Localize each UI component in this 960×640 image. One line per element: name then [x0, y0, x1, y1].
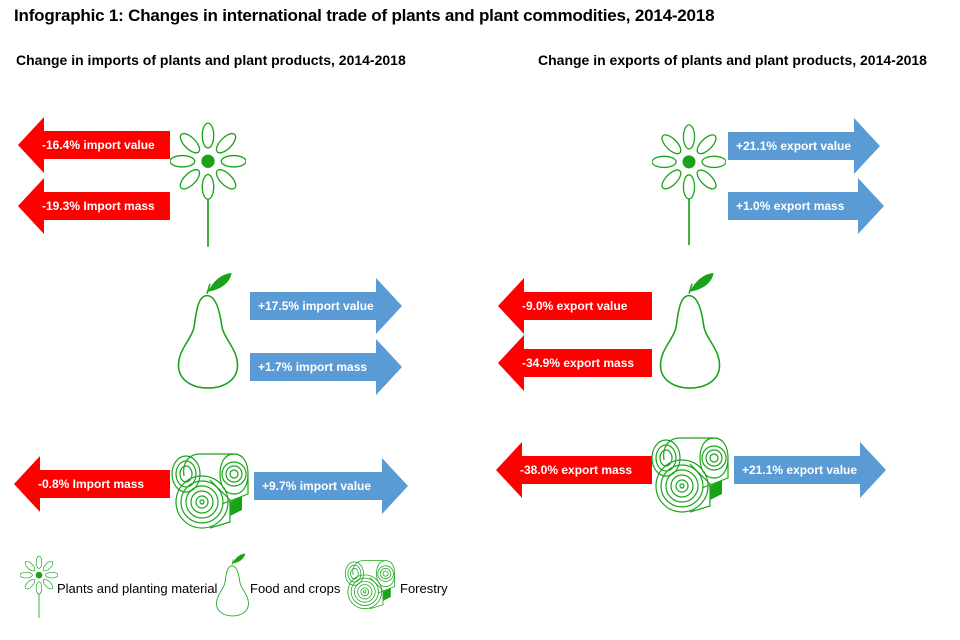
log-icon	[170, 450, 250, 530]
imports-plants-value-arrow: -16.4% import value	[18, 117, 170, 173]
imports-forestry-mass-arrow: -0.8% Import mass	[14, 456, 170, 512]
legend-food-label: Food and crops	[250, 581, 341, 596]
log-icon	[650, 434, 730, 514]
infographic-title: Infographic 1: Changes in international …	[14, 6, 715, 25]
exports-plants-value-arrow: +21.1% export value	[728, 118, 880, 174]
imports-forestry-value-arrow: +9.7% import value	[254, 458, 408, 514]
imports-forestry-mass-label: -0.8% Import mass	[38, 477, 145, 491]
flower-icon	[170, 118, 246, 252]
legend-flower-icon	[20, 556, 58, 618]
imports-plants-value-label: -16.4% import value	[42, 138, 155, 152]
exports-forestry-value-arrow: +21.1% export value	[734, 442, 886, 498]
imports-food-value-arrow: +17.5% import value	[250, 278, 402, 334]
imports-food-mass-label: +1.7% import mass	[258, 360, 368, 374]
exports-forestry-mass-label: -38.0% export mass	[520, 463, 633, 477]
exports-forestry-mass-arrow: -38.0% export mass	[496, 442, 652, 498]
exports-food-mass-label: -34.9% export mass	[522, 356, 635, 370]
pear-icon	[174, 272, 244, 390]
imports-food-value-label: +17.5% import value	[258, 299, 374, 313]
flower-icon	[652, 118, 726, 252]
exports-food-value-arrow: -9.0% export value	[498, 278, 652, 334]
imports-forestry-value-label: +9.7% import value	[262, 479, 372, 493]
exports-plants-value-label: +21.1% export value	[736, 139, 852, 153]
exports-plants-mass-label: +1.0% export mass	[736, 199, 845, 213]
pear-icon	[656, 272, 726, 390]
imports-heading: Change in imports of plants and plant pr…	[16, 52, 406, 68]
imports-food-mass-arrow: +1.7% import mass	[250, 339, 402, 395]
exports-food-value-label: -9.0% export value	[522, 299, 628, 313]
legend-plants-label: Plants and planting material	[57, 581, 218, 596]
exports-food-mass-arrow: -34.9% export mass	[498, 335, 652, 391]
legend-forestry-label: Forestry	[400, 581, 448, 596]
exports-heading: Change in exports of plants and plant pr…	[538, 52, 927, 68]
legend-log-icon	[344, 558, 396, 610]
exports-forestry-value-label: +21.1% export value	[742, 463, 858, 477]
legend-pear-icon	[214, 553, 252, 617]
exports-plants-mass-arrow: +1.0% export mass	[728, 178, 884, 234]
imports-plants-mass-label: -19.3% Import mass	[42, 199, 155, 213]
imports-plants-mass-arrow: -19.3% Import mass	[18, 178, 170, 234]
